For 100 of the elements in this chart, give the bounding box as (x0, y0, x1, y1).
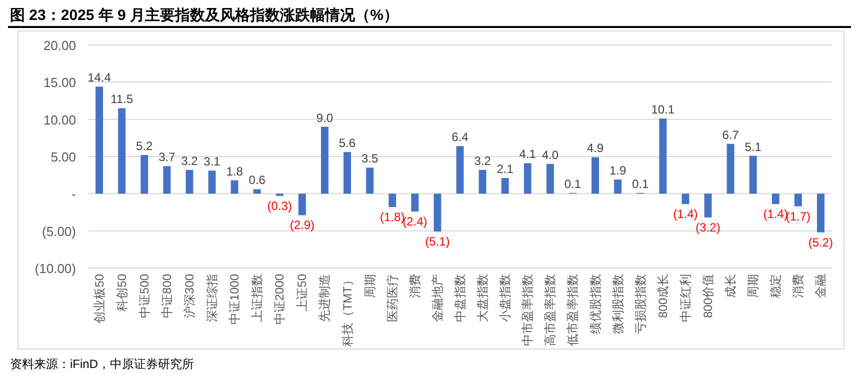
data-label: (2.9) (290, 218, 315, 232)
data-label: 6.7 (722, 128, 740, 142)
chart-title: 图 23：2025 年 9 月主要指数及风格指数涨跌幅情况（%） (10, 6, 398, 24)
x-tick-label: 低市盈率指数 (566, 274, 580, 346)
bar (140, 155, 148, 194)
data-label: (5.2) (808, 235, 834, 250)
bar (726, 144, 734, 194)
bar (772, 194, 780, 204)
data-label: 0.1 (632, 176, 650, 191)
data-label: (0.3) (267, 198, 292, 213)
data-label: 0.6 (248, 173, 266, 188)
bar (118, 108, 126, 194)
data-label: 6.4 (452, 130, 469, 144)
data-label: 3.5 (361, 152, 378, 166)
bar (524, 163, 532, 194)
data-label: 5.1 (744, 140, 762, 154)
data-label: 4.0 (542, 148, 559, 162)
bar (456, 146, 464, 194)
text: 资料来源：iFinD，中原证券研究所 (10, 357, 194, 371)
bar (659, 118, 667, 194)
bar (230, 180, 238, 194)
data-label: (2.4) (402, 214, 428, 229)
x-tick-label: 中证红利 (678, 274, 692, 322)
bar (478, 170, 486, 194)
data-label: (3.2) (696, 220, 720, 234)
bar (794, 194, 802, 206)
x-tick-label: 中盘指数 (453, 274, 467, 322)
data-label: (1.7) (786, 209, 811, 224)
y-tick-label: (5.00) (42, 224, 76, 239)
data-label: 3.1 (204, 154, 221, 169)
bar (388, 194, 396, 208)
x-tick-label: 成长 (724, 274, 738, 298)
bar (96, 86, 103, 194)
data-label: 3.2 (181, 154, 198, 168)
y-tick-label: 10.00 (43, 112, 76, 128)
bar (749, 156, 757, 194)
x-tick-label: 小盘指数 (498, 274, 512, 322)
x-tick-label: 消费 (408, 274, 422, 298)
bar (501, 178, 509, 194)
bar (344, 152, 351, 194)
x-tick-label: 绩优股指数 (588, 274, 602, 334)
x-tick-label: 沪深300 (182, 274, 196, 318)
x-tick-label: 周期 (746, 274, 760, 298)
x-tick-label: 大盘指数 (476, 274, 490, 322)
x-tick-label: 上证50 (295, 274, 310, 312)
y-tick-label: 15.00 (43, 75, 76, 90)
data-label: 14.4 (88, 70, 112, 85)
data-label: 1.8 (226, 164, 244, 178)
x-tick-label: 医药医疗 (385, 274, 400, 322)
data-label: 10.1 (651, 102, 675, 117)
bar (366, 168, 374, 194)
bar (186, 170, 194, 194)
x-tick-label: 周期 (362, 274, 377, 298)
x-tick-label: 先进制造 (318, 274, 332, 322)
data-label: 11.5 (110, 92, 134, 106)
data-label: 4.9 (586, 141, 604, 156)
x-tick-label: 中证500 (137, 274, 152, 318)
bar (592, 157, 599, 194)
x-tick-label: 创业板50 (92, 274, 106, 324)
bar (253, 189, 261, 194)
x-tick-label: 中证1000 (228, 274, 242, 325)
data-label: 0.1 (564, 176, 582, 191)
bar (208, 170, 216, 194)
data-label: (5.1) (425, 234, 450, 249)
bar (817, 194, 824, 232)
x-tick-label: 中证800 (160, 274, 174, 318)
data-label: 4.1 (519, 147, 536, 162)
y-tick-label: - (72, 186, 76, 202)
x-tick-label: 微利股指数 (610, 274, 625, 334)
data-label: 5.6 (338, 136, 356, 150)
x-tick-label: 高市盈率指数 (543, 274, 558, 346)
bar (298, 194, 306, 216)
data-label: 3.7 (158, 150, 176, 164)
x-tick-label: 深证综指 (205, 274, 219, 322)
bar (411, 194, 419, 212)
bar (434, 194, 442, 232)
y-tick-label: (10.00) (34, 261, 76, 276)
x-tick-label: 科技（TMT） (340, 274, 354, 347)
data-label: (1.8) (380, 210, 405, 224)
data-label: (1.4) (763, 207, 788, 222)
x-tick-label: 中证2000 (272, 274, 287, 325)
data-label: 3.2 (474, 154, 492, 168)
data-label: 9.0 (316, 110, 334, 125)
data-label: 5.2 (136, 139, 154, 154)
bar (163, 166, 171, 194)
x-tick-label: 亏损股指数 (633, 274, 648, 334)
x-tick-label: 800价值 (701, 274, 715, 318)
x-tick-label: 科创50 (114, 274, 129, 312)
data-label: 2.1 (496, 162, 514, 176)
x-tick-label: 消费 (791, 274, 806, 298)
x-tick-label: 上证指数 (250, 274, 264, 322)
y-tick-label: 5.00 (50, 150, 76, 164)
x-tick-label: 800成长 (656, 274, 670, 318)
bar (546, 164, 554, 194)
x-tick-label: 金融 (814, 274, 828, 298)
data-label: 1.9 (609, 164, 626, 178)
data-label: (1.4) (673, 207, 698, 222)
x-tick-label: 稳定 (768, 274, 783, 298)
x-tick-label: 金融地产 (430, 274, 444, 322)
bar (682, 194, 690, 204)
